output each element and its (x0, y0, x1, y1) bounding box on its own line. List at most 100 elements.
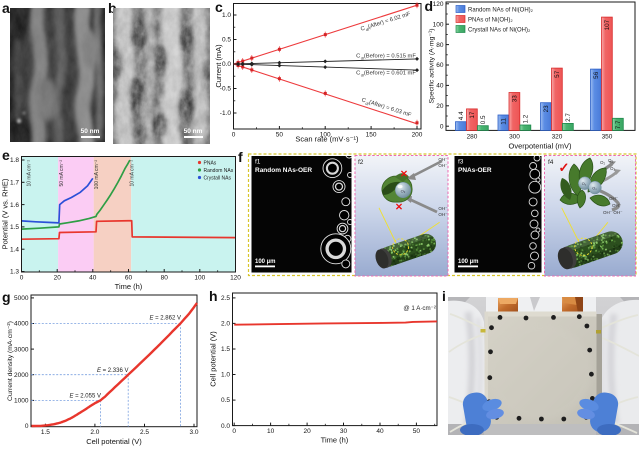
svg-text:✓: ✓ (559, 160, 570, 175)
svg-text:0.5: 0.5 (222, 37, 231, 44)
svg-text:80: 80 (161, 275, 169, 282)
svg-text:120: 120 (433, 1, 444, 8)
svg-text:O₂: O₂ (582, 182, 587, 186)
svg-text:PNAs-OER: PNAs-OER (458, 167, 492, 174)
svg-text:O₂: O₂ (600, 160, 606, 165)
svg-text:Specific activity (A·mg⁻¹): Specific activity (A·mg⁻¹) (429, 29, 436, 104)
svg-text:3000: 3000 (14, 346, 29, 353)
svg-text:100: 100 (433, 21, 444, 28)
svg-text:Cell potential (V): Cell potential (V) (209, 331, 218, 387)
svg-text:Cell potential (V): Cell potential (V) (86, 437, 142, 446)
svg-text:2000: 2000 (14, 372, 29, 379)
svg-text:a: a (2, 0, 10, 16)
svg-text:OH⁻: OH⁻ (438, 163, 448, 168)
svg-text:Crystall NAs: Crystall NAs (204, 175, 232, 181)
svg-text:0: 0 (232, 428, 236, 435)
svg-text:Random NAs of Ni(OH)₂: Random NAs of Ni(OH)₂ (468, 8, 534, 14)
svg-text:OH⁻ OH⁻: OH⁻ OH⁻ (603, 210, 623, 215)
svg-text:10 mA cm⁻²: 10 mA cm⁻² (130, 160, 136, 187)
svg-text:1.0: 1.0 (221, 372, 230, 379)
svg-text:1.0: 1.0 (222, 12, 231, 19)
svg-text:350: 350 (602, 133, 613, 140)
svg-text:60: 60 (125, 275, 133, 282)
svg-text:0: 0 (20, 275, 24, 282)
svg-text:0.0: 0.0 (222, 61, 231, 68)
svg-text:1.5: 1.5 (41, 429, 50, 436)
svg-text:1.5: 1.5 (10, 224, 19, 231)
svg-text:10 mA cm⁻²: 10 mA cm⁻² (27, 160, 33, 187)
svg-text:e: e (2, 147, 10, 163)
svg-text:100 µm: 100 µm (458, 259, 478, 265)
svg-text:C dl(Before) = 0.515 mF: C dl(Before) = 0.515 mF (356, 54, 416, 61)
svg-text:0: 0 (232, 132, 236, 139)
svg-text:40: 40 (376, 428, 384, 435)
svg-text:50: 50 (276, 132, 284, 139)
svg-text:40: 40 (89, 275, 97, 282)
svg-text:i: i (442, 288, 446, 304)
svg-text:O₂: O₂ (401, 189, 406, 194)
svg-text:20: 20 (54, 275, 62, 282)
svg-text:1.5: 1.5 (221, 346, 230, 353)
svg-text:1.8: 1.8 (10, 157, 19, 164)
svg-text:57: 57 (554, 70, 561, 78)
svg-text:0.0: 0.0 (221, 423, 230, 430)
svg-text:2.5: 2.5 (140, 429, 149, 436)
svg-text:200: 200 (412, 132, 423, 139)
svg-text:50 nm: 50 nm (81, 128, 100, 135)
svg-text:150: 150 (366, 132, 377, 139)
svg-text:E = 2.055 V: E = 2.055 V (69, 394, 101, 400)
svg-text:20: 20 (436, 103, 444, 110)
svg-text:100 mA cm⁻²: 100 mA cm⁻² (94, 160, 100, 190)
svg-text:11: 11 (501, 118, 508, 125)
svg-text:OH⁻: OH⁻ (612, 203, 622, 208)
svg-text:30: 30 (340, 428, 348, 435)
svg-text:4000: 4000 (14, 321, 29, 328)
svg-text:2.7: 2.7 (565, 113, 572, 122)
svg-text:3.0: 3.0 (189, 429, 198, 436)
svg-text:O₂: O₂ (592, 187, 597, 191)
svg-text:OH⁻: OH⁻ (438, 206, 448, 211)
svg-text:2.5: 2.5 (221, 295, 230, 302)
svg-text:0: 0 (440, 123, 444, 130)
svg-text:Potential (V vs. RHE): Potential (V vs. RHE) (1, 178, 10, 249)
svg-text:-0.5: -0.5 (220, 86, 232, 93)
svg-text:280: 280 (467, 133, 478, 140)
svg-text:50 mA cm⁻²: 50 mA cm⁻² (59, 160, 65, 187)
svg-text:17: 17 (469, 111, 476, 119)
svg-text:Current density (mA·cm⁻²): Current density (mA·cm⁻²) (7, 321, 14, 401)
svg-text:f2: f2 (358, 159, 364, 166)
svg-text:h: h (209, 288, 218, 304)
svg-text:2.0: 2.0 (90, 429, 99, 436)
svg-text:50 nm: 50 nm (184, 128, 203, 135)
svg-text:Current (mA): Current (mA) (214, 44, 223, 88)
svg-text:f1: f1 (255, 159, 261, 166)
svg-text:✕: ✕ (400, 169, 408, 180)
svg-text:80: 80 (436, 42, 444, 49)
svg-text:OH⁻: OH⁻ (438, 157, 448, 162)
svg-text:PNAs: PNAs (204, 160, 217, 166)
svg-text:5000: 5000 (14, 295, 29, 302)
svg-text:300: 300 (509, 133, 520, 140)
svg-text:f: f (238, 149, 243, 165)
svg-text:0: 0 (25, 423, 29, 430)
svg-text:✕: ✕ (395, 202, 403, 213)
svg-text:Scan rate (mV·s⁻¹): Scan rate (mV·s⁻¹) (295, 135, 359, 144)
svg-text:E = 2.862 V: E = 2.862 V (149, 316, 181, 322)
svg-text:Crystall NAs of Ni(OH)₂: Crystall NAs of Ni(OH)₂ (468, 28, 531, 34)
svg-text:107: 107 (604, 19, 611, 30)
svg-text:56: 56 (593, 71, 600, 79)
svg-text:Random NAs: Random NAs (204, 168, 234, 174)
svg-text:10: 10 (267, 428, 275, 435)
svg-text:40: 40 (436, 83, 444, 90)
svg-text:60: 60 (436, 62, 444, 69)
svg-text:4.4: 4.4 (458, 111, 465, 120)
svg-text:OH⁻: OH⁻ (609, 196, 619, 201)
svg-text:1.2: 1.2 (523, 114, 530, 123)
svg-text:Random NAs-OER: Random NAs-OER (255, 167, 312, 174)
svg-text:f3: f3 (458, 159, 464, 166)
svg-text:@ 1 A·cm⁻²: @ 1 A·cm⁻² (403, 305, 436, 312)
svg-text:100: 100 (320, 132, 331, 139)
svg-text:1.6: 1.6 (10, 202, 19, 209)
svg-text:20: 20 (303, 428, 311, 435)
svg-text:1.7: 1.7 (10, 180, 19, 187)
